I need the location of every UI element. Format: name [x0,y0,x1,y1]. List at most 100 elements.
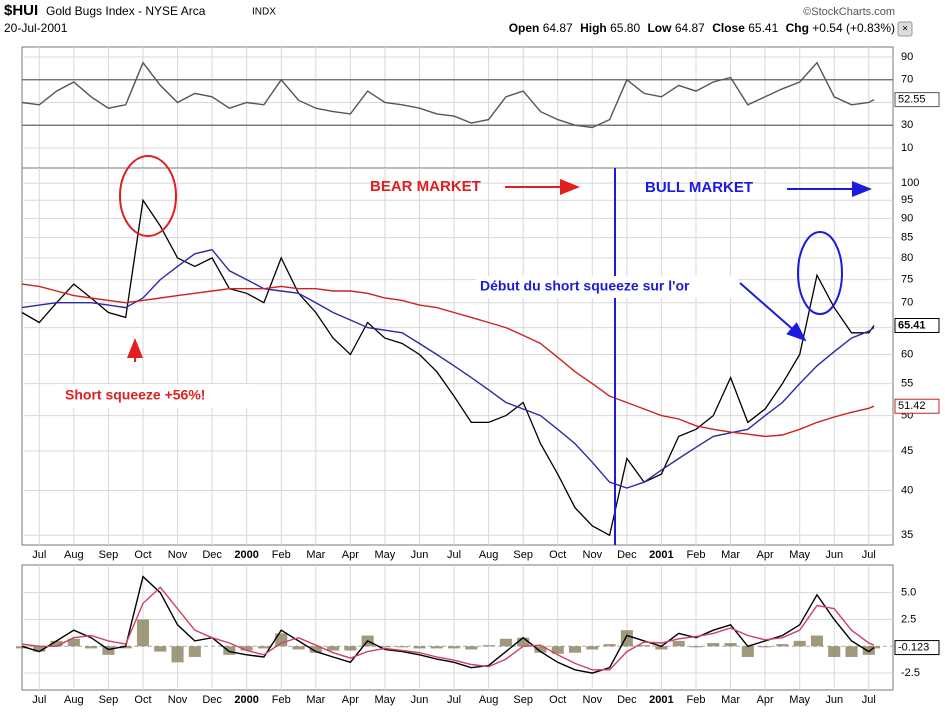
panel-frame [21,167,894,546]
label-bg [476,276,738,298]
histogram-bar [119,646,132,649]
last-value-label: -0.123 [898,641,929,653]
gold-arrow [739,282,807,342]
histogram-bar [793,640,806,647]
peak-circle [797,231,843,315]
histogram-bar [257,646,270,649]
y-tick-label: 70 [901,297,913,309]
low-label: Low [647,21,672,35]
x-tick-label: Sep [513,694,533,706]
chg-label: Chg [786,21,809,35]
x-tick-label: Aug [64,549,84,561]
x-tick-label: Jul [447,694,461,706]
histogram-bar [447,646,461,649]
histogram-bar [102,646,115,655]
date: 20-Jul-2001 [4,21,68,35]
histogram-bar [862,646,875,655]
histogram-bar [586,646,599,650]
x-tick-label: Jul [862,549,876,561]
x-tick-label: Jul [32,549,46,561]
y-tick-label: 90 [901,212,913,224]
y-tick-label: 75 [901,274,913,286]
series-line [21,248,875,489]
x-tick-label: Aug [64,694,84,706]
y-tick-label: -2.5 [901,667,920,679]
series-line [21,575,875,674]
x-tick-label: Feb [687,694,706,706]
x-tick-label: Nov [168,694,188,706]
bear-market-label: BEAR MARKET [370,178,481,195]
y-tick-label: 95 [901,194,913,206]
histogram-bar [309,646,322,653]
histogram-bar [551,646,564,654]
last-value-box [894,398,940,414]
histogram-bar [275,633,288,647]
series-line [21,198,875,537]
x-tick-label: May [789,694,810,706]
histogram-bar [85,646,98,649]
x-tick-label: Mar [306,694,325,706]
histogram-bar [465,646,478,650]
x-tick-label: Aug [479,549,499,561]
close-button[interactable] [897,21,913,37]
y-tick-label: 90 [901,51,913,63]
high: 65.80 [610,21,640,35]
y-tick-label: 10 [901,142,913,154]
x-tick-label: Nov [583,549,603,561]
histogram-bar [171,646,184,663]
x-tick-label: Jul [32,694,46,706]
last-value-label: 52.55 [898,94,926,106]
histogram-bar [810,635,824,647]
x-tick-label: Dec [202,694,222,706]
x-tick-label: 2001 [649,694,673,706]
last-value-label: 51.42 [898,400,926,412]
histogram-bar [378,646,391,648]
x-tick-label: Oct [134,694,151,706]
histogram-bar [759,646,772,648]
histogram-bar [534,646,547,653]
histogram-bar [327,646,340,651]
y-tick-label: 85 [901,232,913,244]
x-tick-label: Mar [721,694,740,706]
histogram-bar [136,619,150,647]
histogram-bar [638,645,651,647]
histogram-bar [499,638,512,647]
spike-circle [119,155,177,237]
x-tick-label: Jun [411,694,429,706]
close-label: Close [712,21,745,35]
x-tick-label: Nov [583,694,603,706]
open: 64.87 [543,21,573,35]
x-tick-label: Mar [306,549,325,561]
histogram-bar [867,646,881,649]
histogram-bar [689,646,703,648]
series-line [21,283,875,438]
label-bg [60,384,250,408]
x-tick-label: May [789,549,810,561]
histogram-bar [724,643,737,647]
histogram-bar [188,646,201,657]
y-tick-label: 70 [901,74,913,86]
histogram-bar [568,646,582,653]
x-tick-label: May [375,549,396,561]
close-icon[interactable]: × [902,24,908,35]
histogram-bar [50,640,63,647]
x-tick-label: Sep [99,694,119,706]
short-squeeze-label: Short squeeze +56%! [65,387,205,403]
x-tick-label: Oct [134,549,151,561]
x-tick-label: Dec [617,694,637,706]
x-tick-label: Dec [617,549,637,561]
histogram-bar [223,646,236,655]
histogram-bar [707,643,720,647]
y-tick-label: 80 [901,252,913,264]
last-value-box [894,640,940,656]
plot-layers: 103050709052.553540455055606570758085909… [15,46,940,706]
x-tick-label: Apr [342,549,359,561]
x-tick-label: Feb [687,549,706,561]
x-tick-label: Sep [99,549,119,561]
exchange: INDX [252,7,276,18]
x-tick-label: Jun [825,549,843,561]
histogram-bar [344,646,357,651]
x-tick-label: Mar [721,549,740,561]
histogram-bar [292,646,305,650]
